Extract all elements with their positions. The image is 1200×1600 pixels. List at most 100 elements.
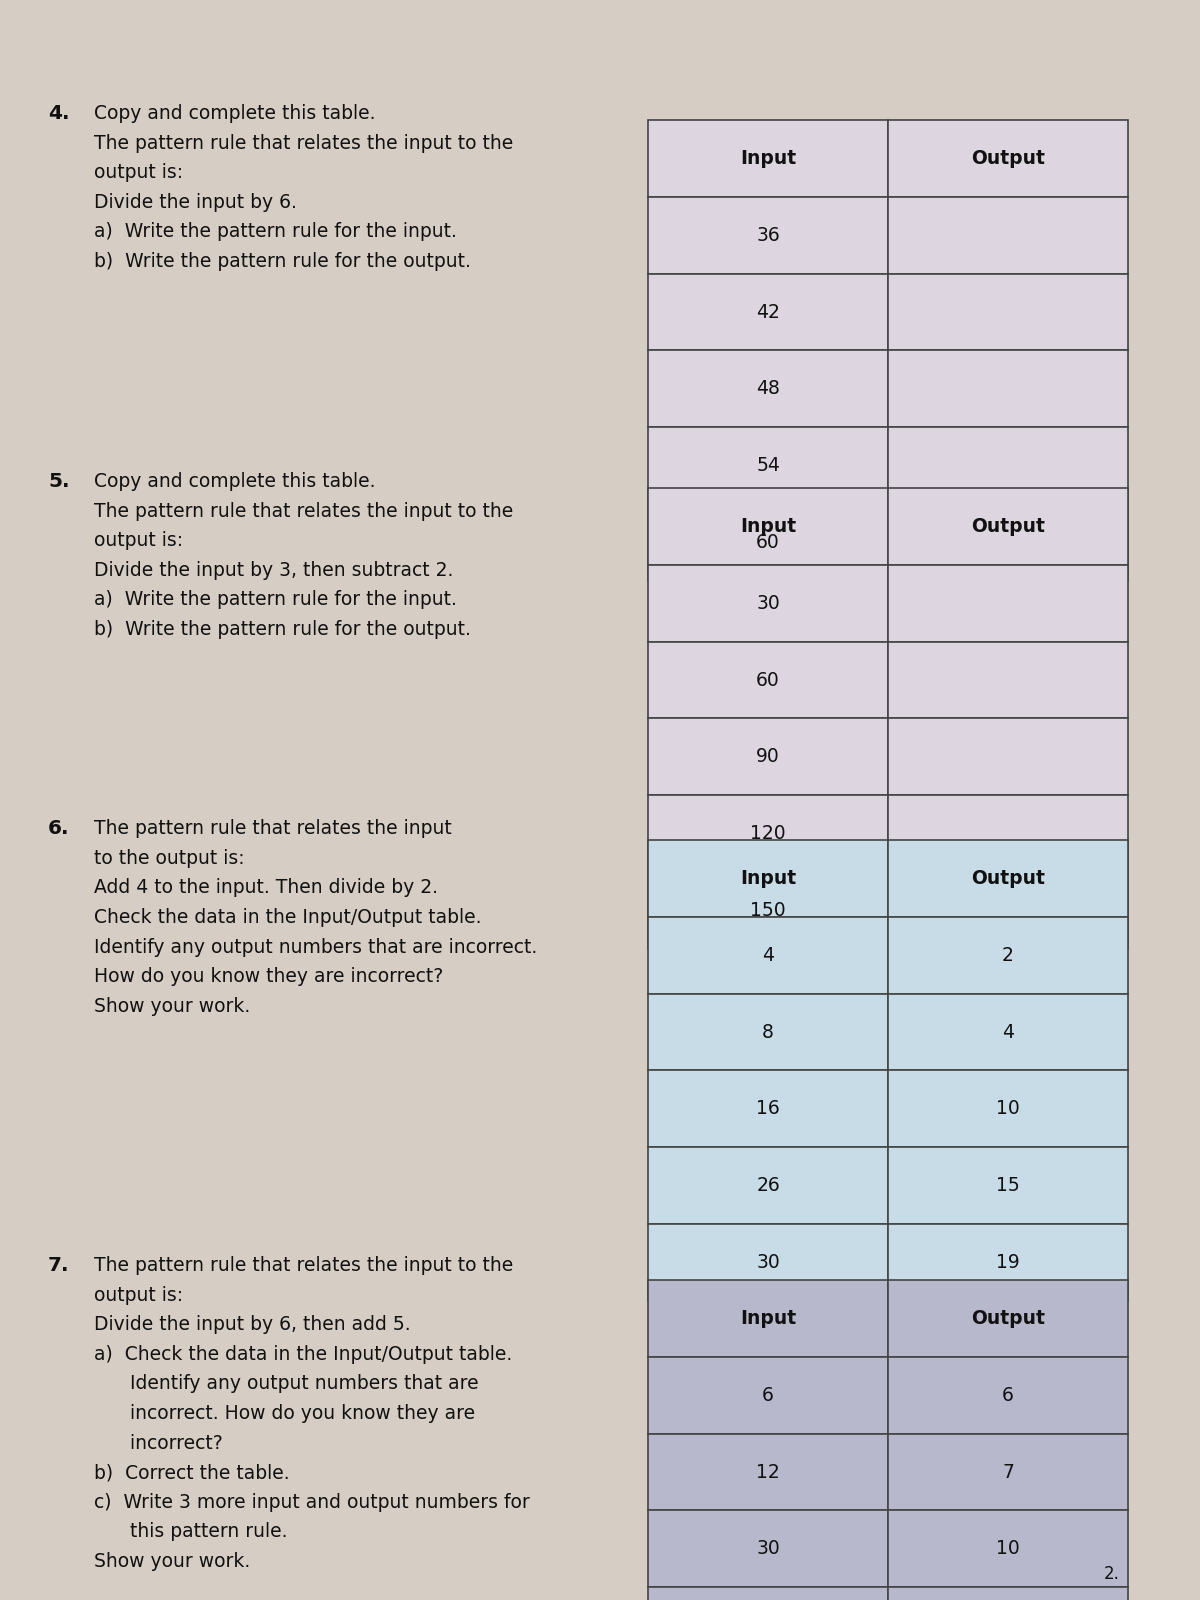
Bar (648, 1147, 888, 1224)
Text: a)  Write the pattern rule for the input.: a) Write the pattern rule for the input. (94, 590, 456, 610)
Bar (648, 1357, 888, 1434)
Text: 48: 48 (756, 379, 780, 398)
Text: 30: 30 (756, 1253, 780, 1272)
Text: to the output is:: to the output is: (94, 848, 245, 867)
Text: Add 4 to the input. Then divide by 2.: Add 4 to the input. Then divide by 2. (94, 878, 438, 898)
Bar (648, 1510, 888, 1587)
Text: Identify any output numbers that are: Identify any output numbers that are (94, 1374, 479, 1394)
Bar (648, 1280, 888, 1357)
Text: Output: Output (971, 149, 1045, 168)
Bar (888, 1357, 1128, 1434)
Bar (648, 840, 888, 917)
Bar (888, 1434, 1128, 1510)
Bar (888, 1510, 1128, 1587)
Bar (888, 718, 1128, 795)
Text: output is:: output is: (94, 163, 182, 182)
Bar (888, 994, 1128, 1070)
Bar (888, 350, 1128, 427)
Text: Show your work.: Show your work. (94, 1552, 250, 1571)
Text: 30: 30 (756, 594, 780, 613)
Bar (888, 565, 1128, 642)
Text: The pattern rule that relates the input: The pattern rule that relates the input (94, 819, 451, 838)
Bar (648, 718, 888, 795)
Bar (888, 642, 1128, 718)
Bar (648, 120, 888, 197)
Text: Output: Output (971, 869, 1045, 888)
Text: 6.: 6. (48, 819, 70, 838)
Text: 15: 15 (996, 1176, 1020, 1195)
Text: 10: 10 (996, 1099, 1020, 1118)
Text: output is:: output is: (94, 531, 182, 550)
Text: this pattern rule.: this pattern rule. (94, 1523, 287, 1541)
Bar (888, 427, 1128, 504)
Bar (648, 274, 888, 350)
Text: Divide the input by 3, then subtract 2.: Divide the input by 3, then subtract 2. (94, 560, 452, 579)
Bar (648, 872, 888, 949)
Text: Input: Input (740, 1309, 796, 1328)
Text: 60: 60 (756, 670, 780, 690)
Text: b)  Write the pattern rule for the output.: b) Write the pattern rule for the output… (94, 251, 470, 270)
Bar (648, 1434, 888, 1510)
Text: output is:: output is: (94, 1286, 182, 1304)
Bar (648, 1070, 888, 1147)
Text: The pattern rule that relates the input to the: The pattern rule that relates the input … (94, 501, 512, 520)
Text: 16: 16 (756, 1099, 780, 1118)
Text: 5.: 5. (48, 472, 70, 491)
Bar (888, 1280, 1128, 1357)
Bar (648, 917, 888, 994)
Bar (648, 642, 888, 718)
Text: c)  Write 3 more input and output numbers for: c) Write 3 more input and output numbers… (94, 1493, 529, 1512)
Text: Check the data in the Input/Output table.: Check the data in the Input/Output table… (94, 909, 481, 926)
Bar (648, 994, 888, 1070)
Text: 19: 19 (996, 1253, 1020, 1272)
Text: Input: Input (740, 517, 796, 536)
Bar (888, 872, 1128, 949)
Bar (648, 427, 888, 504)
Text: The pattern rule that relates the input to the: The pattern rule that relates the input … (94, 1256, 512, 1275)
Text: 8: 8 (762, 1022, 774, 1042)
Bar (888, 795, 1128, 872)
Text: 4.: 4. (48, 104, 70, 123)
Bar (648, 504, 888, 581)
Text: Output: Output (971, 1309, 1045, 1328)
Bar (888, 1224, 1128, 1301)
Text: Identify any output numbers that are incorrect.: Identify any output numbers that are inc… (94, 938, 536, 957)
Bar (888, 197, 1128, 274)
Text: 60: 60 (756, 533, 780, 552)
Text: a)  Write the pattern rule for the input.: a) Write the pattern rule for the input. (94, 222, 456, 242)
Bar (648, 197, 888, 274)
Text: 2: 2 (1002, 946, 1014, 965)
Bar (888, 504, 1128, 581)
Text: 26: 26 (756, 1176, 780, 1195)
Text: 10: 10 (996, 1539, 1020, 1558)
Text: 90: 90 (756, 747, 780, 766)
Bar (888, 120, 1128, 197)
Text: 42: 42 (756, 302, 780, 322)
Text: a)  Check the data in the Input/Output table.: a) Check the data in the Input/Output ta… (94, 1344, 512, 1363)
Bar (648, 795, 888, 872)
Bar (648, 488, 888, 565)
Text: incorrect. How do you know they are: incorrect. How do you know they are (94, 1405, 475, 1422)
Text: b)  Correct the table.: b) Correct the table. (94, 1462, 289, 1482)
Bar (648, 350, 888, 427)
Text: Input: Input (740, 149, 796, 168)
Bar (888, 917, 1128, 994)
Text: The pattern rule that relates the input to the: The pattern rule that relates the input … (94, 133, 512, 152)
Text: Copy and complete this table.: Copy and complete this table. (94, 472, 376, 491)
Text: 6: 6 (762, 1386, 774, 1405)
Bar (888, 488, 1128, 565)
Bar (888, 1070, 1128, 1147)
Text: 30: 30 (756, 1539, 780, 1558)
Text: Copy and complete this table.: Copy and complete this table. (94, 104, 376, 123)
Text: 150: 150 (750, 901, 786, 920)
Bar (888, 274, 1128, 350)
Bar (888, 1147, 1128, 1224)
Text: 54: 54 (756, 456, 780, 475)
Text: 4: 4 (762, 946, 774, 965)
Text: b)  Write the pattern rule for the output.: b) Write the pattern rule for the output… (94, 621, 470, 638)
Text: Divide the input by 6, then add 5.: Divide the input by 6, then add 5. (94, 1315, 410, 1334)
Text: 7.: 7. (48, 1256, 70, 1275)
Text: 6: 6 (1002, 1386, 1014, 1405)
Bar (648, 565, 888, 642)
Text: Input: Input (740, 869, 796, 888)
